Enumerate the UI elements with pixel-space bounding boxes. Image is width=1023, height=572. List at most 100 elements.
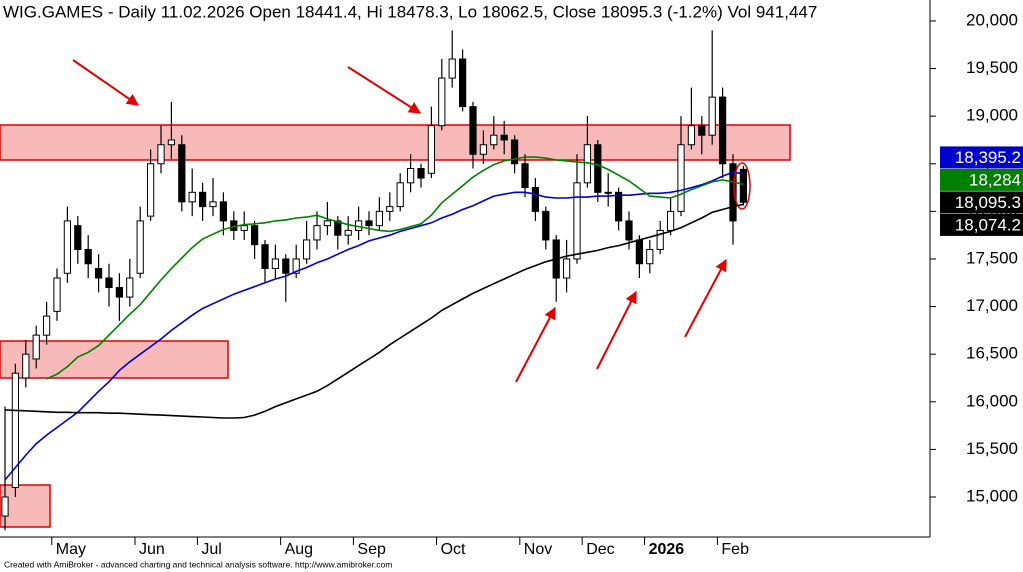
y-tick-label: 20,000: [966, 10, 1018, 29]
x-tick-label: Jun: [139, 541, 165, 558]
last-value-box: [940, 146, 1023, 169]
candle-body: [219, 201, 228, 222]
candle-body: [84, 248, 92, 265]
candle-body: [22, 353, 30, 379]
candle-body: [521, 163, 529, 189]
candle-body: [188, 191, 196, 203]
candle-body: [604, 191, 612, 194]
candle-body: [323, 220, 332, 227]
candle-body: [157, 144, 165, 165]
y-tick-label: 17,500: [966, 248, 1018, 267]
candle-body: [656, 229, 664, 250]
candle-body: [448, 58, 456, 79]
candle-body: [94, 268, 103, 279]
candle-body: [729, 163, 737, 222]
candle-body: [250, 225, 259, 246]
x-tick-label: Aug: [285, 541, 313, 558]
candle-body: [74, 225, 82, 250]
arrow: [347, 66, 422, 114]
candle-body: [313, 225, 321, 241]
candle-body: [11, 372, 20, 488]
candle-body: [438, 77, 446, 127]
x-tick-label: Nov: [524, 541, 552, 558]
plot: [1, 30, 748, 531]
last-value-box: [940, 213, 1023, 236]
credit: Created with AmiBroker - advanced charti…: [4, 559, 392, 569]
x-tick-label: Jul: [201, 541, 221, 558]
candle-body: [687, 125, 696, 146]
candle-body: [344, 229, 352, 236]
candle-body: [115, 287, 124, 298]
candle-body: [105, 277, 113, 289]
y-tick-label: 17,000: [966, 296, 1018, 315]
candle-body: [677, 144, 685, 212]
x-tick-label: Sep: [357, 541, 386, 558]
candle-body: [469, 106, 477, 155]
moving-average-line: [4, 171, 744, 481]
moving-average-line: [46, 156, 744, 380]
candle-body: [594, 144, 602, 193]
last-value-label: 18,284: [969, 170, 1021, 189]
annotations: [72, 59, 751, 383]
candle-body: [490, 134, 498, 146]
candle-body: [63, 220, 72, 274]
candle-body: [375, 210, 384, 227]
annotations: [0, 124, 791, 528]
candle-body: [458, 58, 467, 108]
resistance-zone: [0, 124, 791, 161]
x-tick-label: Feb: [721, 541, 749, 558]
candle-body: [32, 334, 40, 360]
candle-body: [42, 315, 51, 336]
y-tick-label: 19,000: [966, 106, 1018, 125]
candle-body: [365, 220, 373, 227]
candle-body: [531, 187, 540, 212]
last-value-box: [940, 191, 1023, 214]
moving-average-line: [4, 203, 744, 419]
candle-body: [427, 125, 436, 174]
candle-body: [292, 258, 300, 274]
candle-body: [136, 220, 144, 274]
candle-body: [614, 191, 623, 222]
title-background: [0, 0, 925, 24]
candle-body: [396, 182, 404, 208]
candle-body: [698, 125, 706, 136]
candle-body: [282, 258, 290, 274]
candle-body: [1, 496, 9, 517]
candle-body: [198, 191, 207, 208]
candle-body: [562, 258, 571, 279]
x-tick-label: Oct: [441, 541, 466, 558]
candle-body: [167, 139, 176, 146]
y-tick-label: 15,500: [966, 439, 1018, 458]
last-value-label: 18,095.3: [955, 193, 1021, 212]
last-value-label: 18,074.2: [955, 215, 1021, 234]
candle-body: [417, 168, 425, 179]
arrow: [72, 59, 139, 106]
candle-body: [635, 239, 644, 265]
arrow: [684, 258, 727, 338]
candle-body: [573, 182, 581, 260]
candle-body: [708, 96, 716, 136]
x-tick-label: Dec: [586, 541, 614, 558]
candle-body: [500, 134, 508, 141]
last-value-label: 18,395.2: [955, 148, 1021, 167]
candle-body: [739, 168, 748, 203]
candle-body: [209, 201, 217, 208]
y-tick-label: 16,000: [966, 391, 1018, 410]
candle-body: [510, 139, 519, 165]
last-value-box: [940, 168, 1023, 191]
candle-body: [386, 206, 394, 212]
highlight-ellipse: [733, 162, 751, 210]
candle-body: [334, 220, 342, 236]
candle-body: [625, 220, 633, 241]
candle-body: [146, 163, 155, 217]
candle-body: [302, 239, 311, 260]
candle-body: [126, 277, 134, 298]
y-tick-label: 16,500: [966, 344, 1018, 363]
candle-body: [53, 277, 61, 312]
candle-body: [646, 248, 654, 265]
arrow: [515, 306, 556, 383]
x-tick-label: May: [56, 541, 86, 558]
candle-body: [718, 96, 727, 165]
